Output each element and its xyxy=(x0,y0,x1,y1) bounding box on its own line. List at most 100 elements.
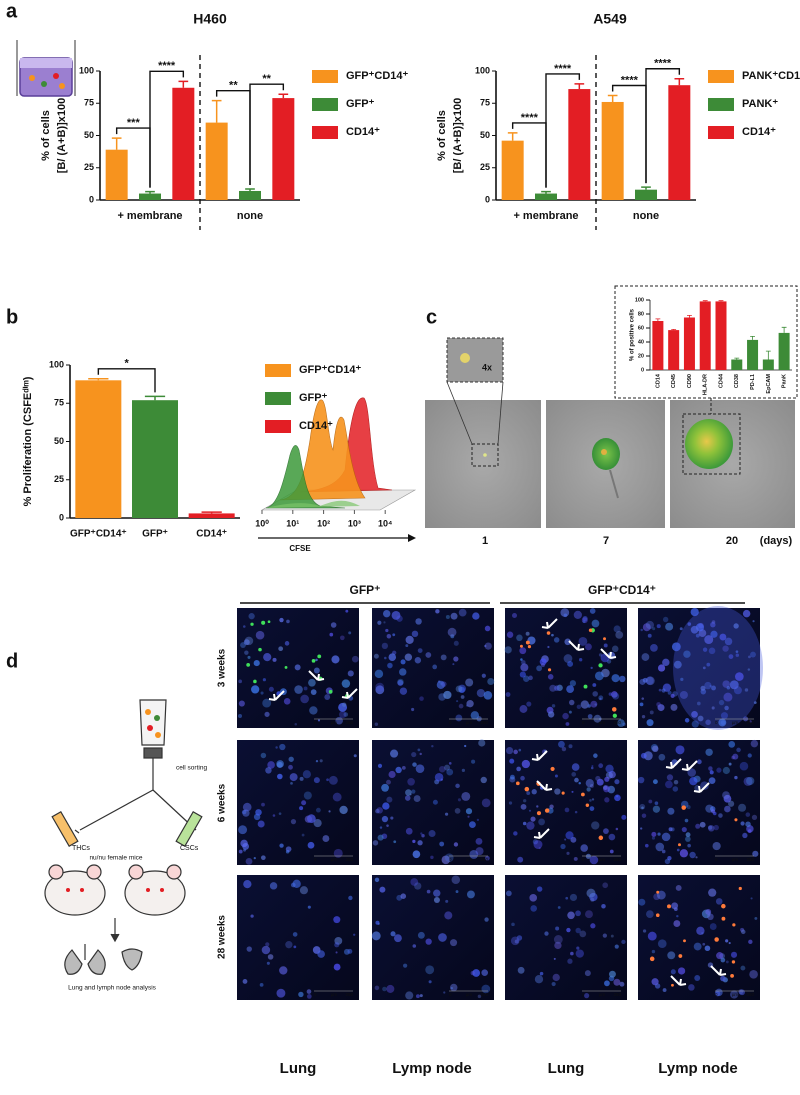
nucleus xyxy=(667,690,672,695)
nucleus xyxy=(695,856,698,859)
y-tick-label: 100 xyxy=(475,65,490,75)
nucleus xyxy=(557,906,561,909)
scale-bar-label: 250 xyxy=(613,992,621,997)
nucleus xyxy=(414,882,422,890)
nucleus xyxy=(652,627,656,631)
legend-swatch xyxy=(265,392,291,405)
nucleus xyxy=(589,783,594,788)
nucleus xyxy=(294,685,303,694)
nucleus xyxy=(453,842,459,847)
fluorescent-cell xyxy=(250,622,254,626)
nucleus xyxy=(567,911,575,920)
nucleus xyxy=(386,796,393,803)
nucleus xyxy=(520,803,527,810)
nucleus xyxy=(401,765,406,770)
nucleus xyxy=(691,720,699,728)
nucleus xyxy=(478,739,486,747)
pointer-arrow xyxy=(568,640,585,651)
nucleus xyxy=(718,813,723,818)
panel-label: d xyxy=(6,650,18,672)
nucleus xyxy=(745,812,751,817)
nucleus xyxy=(617,719,625,727)
scale-bar-label: 0 xyxy=(314,720,317,725)
nucleus xyxy=(375,685,385,695)
nucleus xyxy=(603,785,608,790)
scale-bar-label: 0 xyxy=(582,720,585,725)
micrograph xyxy=(237,875,359,1000)
nucleus xyxy=(594,703,597,706)
nucleus xyxy=(319,759,323,763)
nucleus xyxy=(419,696,424,701)
fluorescent-cell xyxy=(667,904,671,909)
nucleus xyxy=(568,744,573,749)
nucleus xyxy=(386,633,392,639)
nucleus xyxy=(560,843,566,850)
nucleus xyxy=(651,836,656,840)
nucleus xyxy=(391,610,401,620)
error-bar xyxy=(245,188,255,191)
nucleus xyxy=(670,703,678,711)
nucleus xyxy=(505,890,512,897)
scale-bar-label: 250 xyxy=(345,720,353,725)
nucleus xyxy=(294,664,301,671)
legend-label: PANK⁺ xyxy=(742,98,778,110)
nucleus xyxy=(639,803,646,810)
nucleus xyxy=(700,685,706,691)
nucleus xyxy=(480,776,487,784)
nucleus xyxy=(611,674,620,683)
bar xyxy=(105,149,128,200)
nucleus xyxy=(708,647,716,655)
error-bar xyxy=(201,511,222,514)
nucleus xyxy=(299,806,304,811)
nucleus xyxy=(673,907,678,912)
x-tick-label: GFP⁺ xyxy=(142,529,168,540)
nucleus xyxy=(744,688,749,692)
nucleus xyxy=(540,662,546,668)
nucleus xyxy=(326,778,329,782)
pointer-arrow xyxy=(693,782,710,793)
nucleus xyxy=(509,774,515,780)
nucleus xyxy=(666,774,674,781)
nucleus xyxy=(450,939,458,947)
nucleus xyxy=(745,821,751,827)
nucleus xyxy=(260,752,267,759)
nucleus xyxy=(308,678,316,687)
nucleus xyxy=(484,917,489,922)
nucleus xyxy=(400,893,407,899)
nucleus xyxy=(276,988,286,998)
nucleus xyxy=(425,938,432,945)
nucleus xyxy=(266,961,270,965)
nucleus xyxy=(661,832,671,842)
bar xyxy=(699,301,711,370)
nucleus xyxy=(381,783,389,792)
nucleus xyxy=(649,710,654,715)
significance-label: **** xyxy=(654,58,672,70)
nucleus xyxy=(438,933,447,942)
nucleus xyxy=(651,978,659,986)
pointer-arrow xyxy=(710,965,727,976)
nucleus xyxy=(481,969,489,976)
nucleus xyxy=(609,849,614,854)
nucleus xyxy=(664,858,671,865)
nucleus xyxy=(553,957,556,960)
nucleus xyxy=(260,691,264,695)
bar xyxy=(601,101,624,200)
scale-bar-label: 250 xyxy=(345,857,353,862)
nucleus xyxy=(723,794,732,803)
nucleus xyxy=(742,832,748,839)
nucleus xyxy=(412,850,421,859)
nucleus xyxy=(517,966,525,974)
nucleus xyxy=(395,766,402,774)
nucleus xyxy=(696,701,701,706)
nucleus xyxy=(397,678,404,686)
fluorescent-cell xyxy=(328,689,333,694)
pointer-arrow xyxy=(665,758,682,769)
y-tick-label: 75 xyxy=(480,98,490,108)
fluorescent-cell xyxy=(612,713,617,718)
bar xyxy=(132,400,178,518)
nucleus xyxy=(333,848,343,858)
nucleus xyxy=(640,752,647,759)
nucleus xyxy=(645,676,654,685)
nucleus xyxy=(536,886,543,892)
nucleus xyxy=(338,702,348,712)
